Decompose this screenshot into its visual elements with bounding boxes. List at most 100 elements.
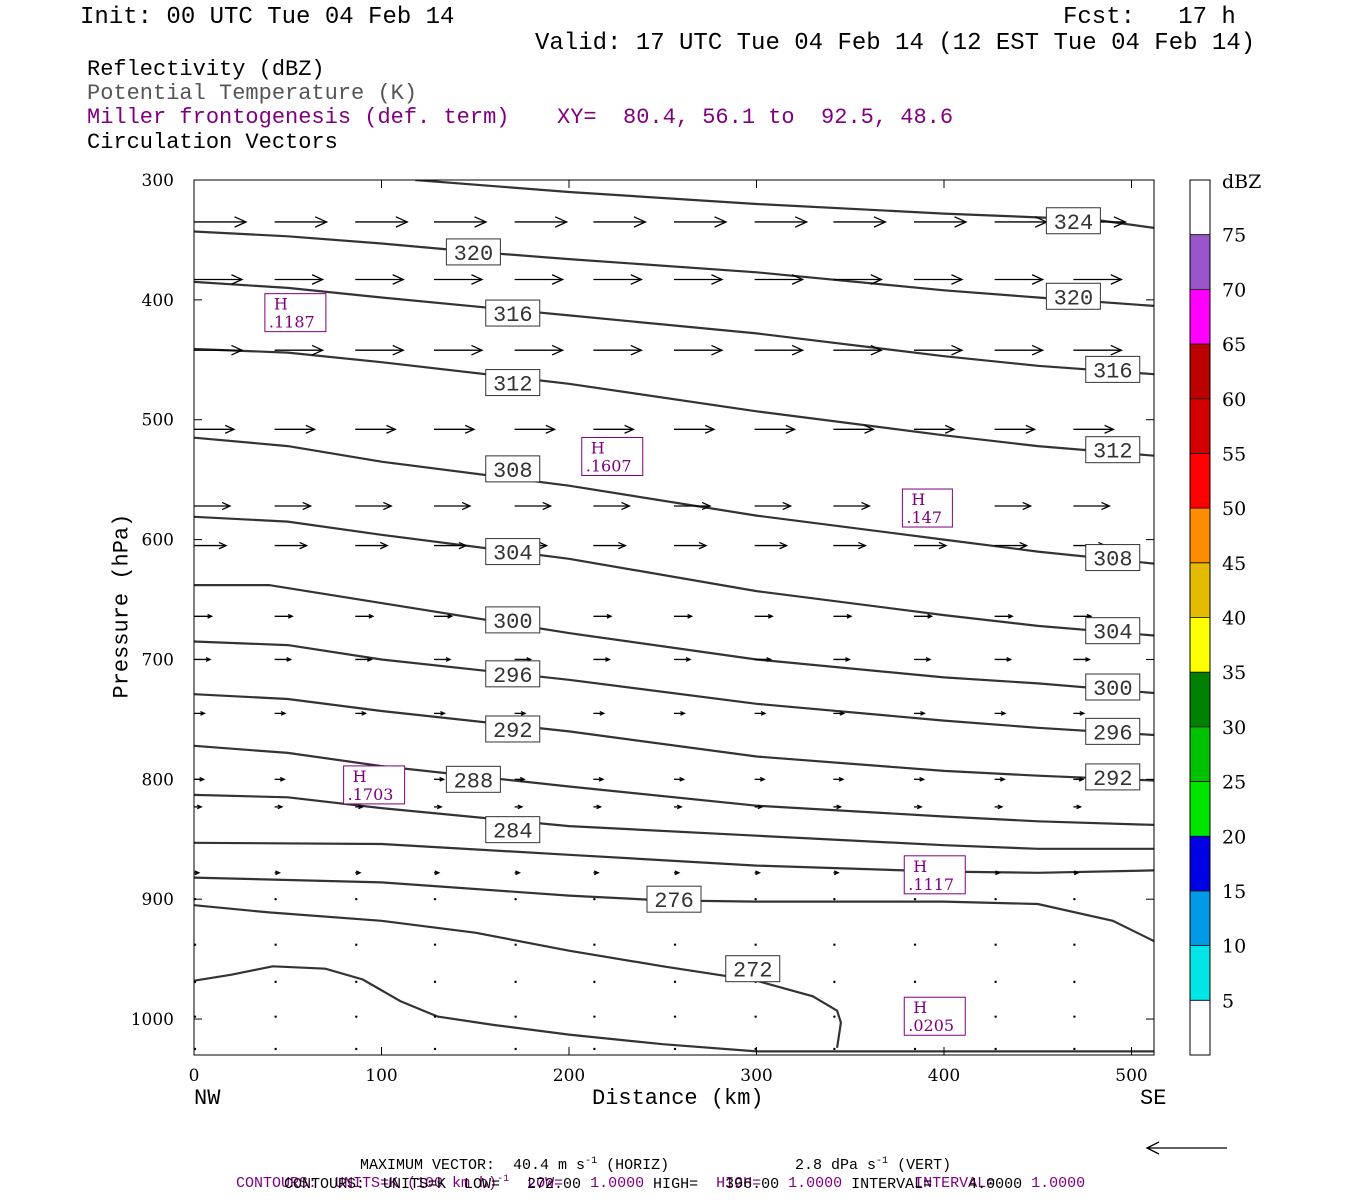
circulation-vector <box>514 710 527 716</box>
max-vector-vert: 2.8 dPa s-1 (VERT) <box>777 1139 951 1174</box>
circulation-vector <box>674 541 708 550</box>
svg-text:H: H <box>353 767 367 786</box>
contours-fronto-b: LOW= 1.0000 HIGH= 1.0000 INTERVAL= 1.000… <box>527 1175 1086 1192</box>
circulation-vector <box>674 216 728 228</box>
circulation-vector <box>514 776 526 782</box>
circulation-vector <box>833 897 836 901</box>
svg-text:.1607: .1607 <box>586 456 632 475</box>
circulation-vector <box>355 216 409 228</box>
colorbar-segment <box>1190 890 1210 946</box>
circulation-vector <box>1154 805 1161 809</box>
circulation-vector <box>274 1015 277 1018</box>
circulation-vector <box>434 424 476 434</box>
circulation-vector <box>355 657 373 662</box>
circulation-vector <box>593 541 627 550</box>
circulation-vector <box>754 501 793 511</box>
colorbar-label: 50 <box>1222 498 1246 520</box>
circulation-vector <box>833 710 846 716</box>
circulation-vector <box>994 897 997 901</box>
svg-text:H: H <box>913 857 927 876</box>
circulation-vector <box>673 980 677 984</box>
y-tick-label: 300 <box>142 171 174 191</box>
circulation-vector <box>1154 502 1190 509</box>
svg-text:.1117: .1117 <box>908 875 954 894</box>
circulation-vector <box>514 804 524 810</box>
x-end-label-nw: NW <box>194 1086 221 1111</box>
circulation-vector <box>833 1015 836 1018</box>
isentrope-label-320: 320 <box>1045 282 1101 311</box>
colorbar-label: 75 <box>1222 225 1246 247</box>
circulation-vector <box>194 501 232 511</box>
circulation-vector <box>674 344 724 356</box>
circulation-vector <box>1154 542 1186 548</box>
circulation-vector <box>914 657 932 662</box>
circulation-vector <box>1073 804 1083 810</box>
svg-text:304: 304 <box>1093 621 1133 646</box>
colorbar-label: 25 <box>1222 772 1246 794</box>
circulation-vector <box>434 870 441 876</box>
circulation-vector <box>274 274 325 285</box>
circulation-vector <box>593 1015 596 1018</box>
circulation-vector <box>434 613 454 619</box>
circulation-vector <box>994 541 1029 550</box>
circulation-vector <box>674 870 681 876</box>
circulation-vector <box>434 501 472 511</box>
isentrope-label-288: 288 <box>445 765 501 794</box>
circulation-vector <box>593 870 600 876</box>
circulation-vector <box>674 776 686 782</box>
circulation-vector <box>994 424 1037 434</box>
circulation-vector <box>674 657 692 662</box>
isentrope-324 <box>415 180 1154 229</box>
frontogenesis-max: H.1607 <box>581 436 644 476</box>
circulation-vector <box>994 710 1007 716</box>
colorbar-segment <box>1190 726 1210 782</box>
circulation-vector <box>994 216 1049 228</box>
circulation-vector <box>274 501 313 511</box>
circulation-vector <box>1073 897 1076 901</box>
circulation-vector <box>833 541 867 550</box>
circulation-vector <box>274 980 277 984</box>
svg-text:H: H <box>591 438 605 457</box>
frontogenesis-max: H.1703 <box>343 765 406 805</box>
svg-text:312: 312 <box>1093 440 1133 465</box>
isentrope-label-276: 276 <box>646 885 702 914</box>
isentrope-268 <box>194 965 1154 1053</box>
svg-text:288: 288 <box>454 769 494 794</box>
circulation-vector <box>274 804 284 810</box>
colorbar-segment <box>1190 562 1210 618</box>
circulation-vector <box>1073 710 1086 716</box>
circulation-vector <box>1073 943 1076 946</box>
svg-text:276: 276 <box>654 889 694 914</box>
circulation-vector <box>514 870 522 876</box>
circulation-vector <box>1154 615 1172 619</box>
svg-text:292: 292 <box>1093 767 1133 792</box>
field-reflectivity: Reflectivity (dBZ) <box>87 57 325 82</box>
circulation-vector <box>355 274 405 285</box>
svg-text:308: 308 <box>1093 548 1133 573</box>
circulation-vector <box>754 897 757 901</box>
circulation-vector <box>754 870 762 876</box>
colorbar-label: 35 <box>1222 662 1246 684</box>
circulation-vector <box>593 274 643 285</box>
x-tick-label: 300 <box>740 1066 772 1086</box>
colorbar-segment <box>1190 945 1210 1001</box>
axes-layer: 0 100 200 300 400 500 300 400 500 600 700 800 900 100… <box>131 171 1154 1086</box>
x-tick-label: 400 <box>928 1066 960 1086</box>
circulation-vector <box>754 424 797 434</box>
circulation-vector <box>434 657 452 662</box>
isentrope-label-292: 292 <box>485 715 541 744</box>
colorbar-label: 70 <box>1222 279 1246 301</box>
x-axis-title: Distance (km) <box>592 1086 764 1111</box>
x-tick-label: 200 <box>553 1066 585 1086</box>
circulation-vector <box>433 897 437 901</box>
circulation-vector <box>274 541 309 550</box>
circulation-vector <box>514 943 517 946</box>
exp-2: -1 <box>876 1156 889 1167</box>
frontogenesis-max: H.1187 <box>264 293 327 333</box>
y-tick-label: 1000 <box>131 1010 174 1030</box>
contours-theta: CONTOURS: UNITS=K LOW= 272.00 HIGH= 396.… <box>284 1176 1023 1193</box>
circulation-vector <box>355 980 358 984</box>
circulation-vector <box>514 897 517 901</box>
svg-text:316: 316 <box>493 303 533 328</box>
